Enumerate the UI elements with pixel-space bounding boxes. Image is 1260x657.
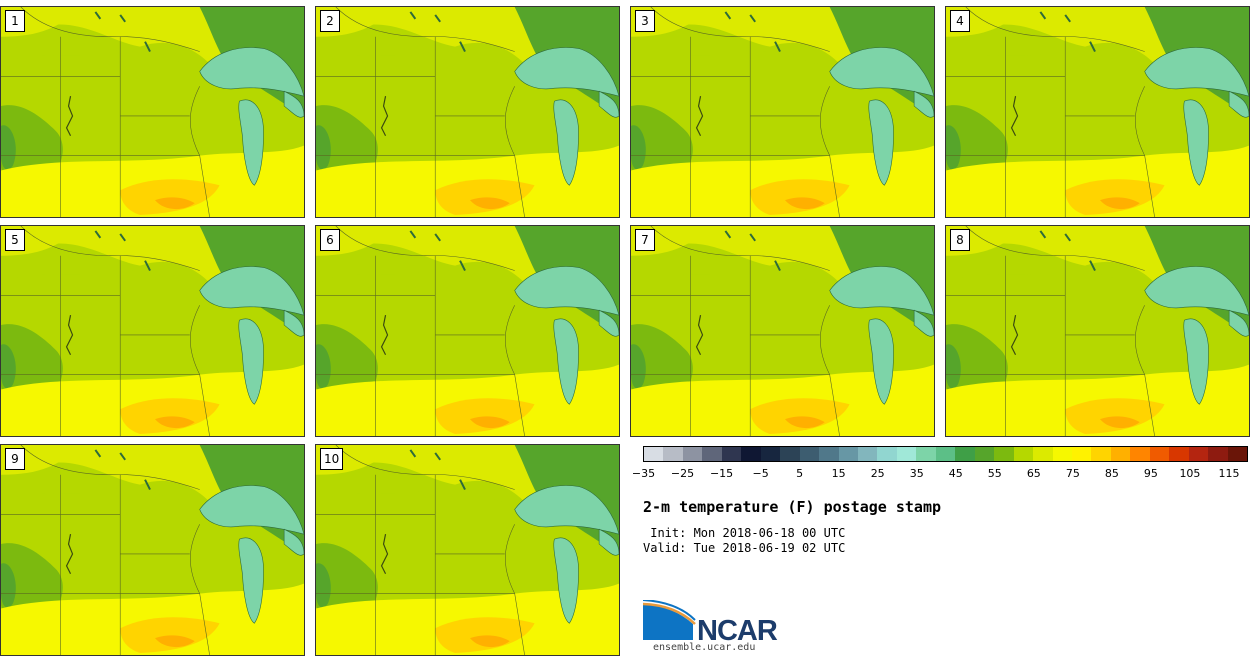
colorbar-tick-label: 5 xyxy=(796,467,804,480)
colorbar-swatch xyxy=(857,447,878,461)
colorbar-swatch xyxy=(1188,447,1209,461)
member-label: 7 xyxy=(635,229,655,251)
member-label: 5 xyxy=(5,229,25,251)
colorbar-swatch xyxy=(1149,447,1170,461)
colorbar-swatch xyxy=(838,447,858,461)
colorbar-swatch xyxy=(741,447,761,461)
temperature-map xyxy=(946,226,1249,436)
colorbar-tick-label: 85 xyxy=(1104,467,1119,480)
colorbar-swatch xyxy=(1227,447,1248,461)
colorbar-tick-label: 55 xyxy=(987,467,1002,480)
colorbar-swatch xyxy=(721,447,742,461)
member-label: 9 xyxy=(5,448,25,470)
colorbar-swatch xyxy=(1130,447,1150,461)
colorbar-swatch xyxy=(916,447,936,461)
colorbar-tick-label: 65 xyxy=(1026,467,1041,480)
stamp-panel-6: 6 xyxy=(315,225,620,437)
colorbar-swatch xyxy=(935,447,956,461)
member-label: 10 xyxy=(320,448,344,470)
colorbar-swatch xyxy=(702,447,722,461)
member-label: 2 xyxy=(320,10,340,32)
colorbar-tick-label: −15 xyxy=(709,467,734,480)
colorbar-swatch xyxy=(819,447,839,461)
colorbar-tick-label: 25 xyxy=(870,467,885,480)
stamp-panel-5: 5 xyxy=(0,225,305,437)
stamp-panel-7: 7 xyxy=(630,225,935,437)
temperature-map xyxy=(316,7,619,217)
colorbar-swatch xyxy=(1169,447,1189,461)
colorbar-swatch xyxy=(1052,447,1072,461)
temperature-map xyxy=(631,226,934,436)
site-url: ensemble.ucar.edu xyxy=(653,642,756,653)
colorbar-swatch xyxy=(1110,447,1131,461)
temperature-map xyxy=(316,445,619,655)
member-label: 3 xyxy=(635,10,655,32)
temperature-map xyxy=(1,7,304,217)
colorbar-swatch xyxy=(1071,447,1092,461)
stamp-panel-2: 2 xyxy=(315,6,620,218)
colorbar-swatch xyxy=(974,447,995,461)
colorbar-swatch xyxy=(1091,447,1111,461)
figure-title: 2-m temperature (F) postage stamp xyxy=(643,498,942,516)
ncar-logo-text: NCAR xyxy=(697,615,778,644)
temperature-map xyxy=(1,226,304,436)
colorbar-tick-label: 15 xyxy=(831,467,846,480)
colorbar-tick-label: 95 xyxy=(1143,467,1158,480)
stamp-panel-8: 8 xyxy=(945,225,1250,437)
stamp-panel-10: 10 xyxy=(315,444,620,656)
colorbar-tick-label: 35 xyxy=(909,467,924,480)
colorbar-swatch xyxy=(799,447,820,461)
ncar-logo: NCAR xyxy=(643,600,779,644)
colorbar-swatch xyxy=(1033,447,1053,461)
temperature-map xyxy=(631,7,934,217)
colorbar-ticks: −35 −25 −15 −5 5 15 25 35 45 55 65 75 85 95 105 115 xyxy=(632,464,1248,484)
stamp-panel-9: 9 xyxy=(0,444,305,656)
colorbar-swatch xyxy=(955,447,975,461)
colorbar-tick-label: −5 xyxy=(752,467,769,480)
colorbar-swatch xyxy=(644,447,664,461)
init-time: Init: Mon 2018-06-18 00 UTC xyxy=(643,526,846,540)
colorbar-tick-label: −25 xyxy=(670,467,695,480)
colorbar-tick-label: 75 xyxy=(1065,467,1080,480)
member-label: 8 xyxy=(950,229,970,251)
temperature-colorbar xyxy=(643,446,1248,462)
colorbar-tick-label: 105 xyxy=(1179,467,1201,480)
colorbar-tick-label: −35 xyxy=(631,467,656,480)
colorbar-swatch xyxy=(1208,447,1228,461)
valid-time: Valid: Tue 2018-06-19 02 UTC xyxy=(643,541,846,555)
temperature-map xyxy=(946,7,1249,217)
stamp-panel-1: 1 xyxy=(0,6,305,218)
colorbar-swatch xyxy=(877,447,897,461)
colorbar-swatch xyxy=(663,447,683,461)
colorbar-swatch xyxy=(760,447,781,461)
stamp-panel-4: 4 xyxy=(945,6,1250,218)
colorbar-swatch xyxy=(994,447,1014,461)
temperature-map xyxy=(1,445,304,655)
colorbar-tick-label: 115 xyxy=(1218,467,1240,480)
colorbar-swatch xyxy=(780,447,800,461)
colorbar-swatch xyxy=(682,447,703,461)
colorbar-swatch xyxy=(896,447,917,461)
stamp-panel-3: 3 xyxy=(630,6,935,218)
temperature-map xyxy=(316,226,619,436)
member-label: 6 xyxy=(320,229,340,251)
member-label: 1 xyxy=(5,10,25,32)
colorbar-tick-label: 45 xyxy=(948,467,963,480)
member-label: 4 xyxy=(950,10,970,32)
colorbar-swatch xyxy=(1013,447,1034,461)
